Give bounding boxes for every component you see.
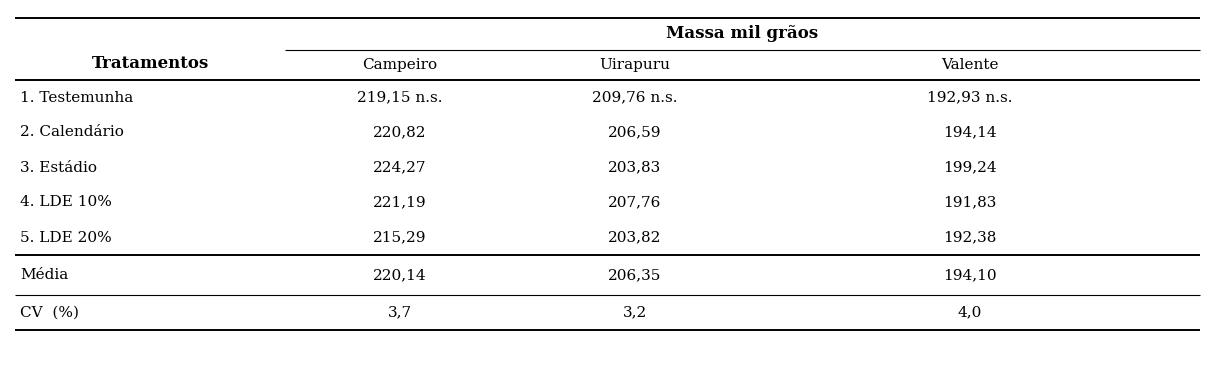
Text: 224,27: 224,27 [373, 161, 427, 174]
Text: Tratamentos: Tratamentos [91, 55, 209, 72]
Text: CV  (%): CV (%) [19, 306, 79, 319]
Text: 4,0: 4,0 [958, 306, 983, 319]
Text: 2. Calendário: 2. Calendário [19, 126, 124, 139]
Text: 220,14: 220,14 [373, 268, 427, 282]
Text: 5. LDE 20%: 5. LDE 20% [19, 231, 112, 245]
Text: 203,83: 203,83 [608, 161, 662, 174]
Text: 192,38: 192,38 [944, 231, 997, 245]
Text: 220,82: 220,82 [373, 126, 427, 139]
Text: 215,29: 215,29 [373, 231, 427, 245]
Text: Média: Média [19, 268, 68, 282]
Text: 221,19: 221,19 [373, 196, 427, 210]
Text: Campeiro: Campeiro [362, 58, 438, 72]
Text: 192,93 n.s.: 192,93 n.s. [928, 91, 1013, 104]
Text: 203,82: 203,82 [608, 231, 662, 245]
Text: Valente: Valente [941, 58, 998, 72]
Text: 4. LDE 10%: 4. LDE 10% [19, 196, 112, 210]
Text: 219,15 n.s.: 219,15 n.s. [358, 91, 443, 104]
Text: 194,10: 194,10 [944, 268, 997, 282]
Text: 3,7: 3,7 [388, 306, 412, 319]
Text: 206,35: 206,35 [608, 268, 662, 282]
Text: 191,83: 191,83 [944, 196, 997, 210]
Text: 3. Estádio: 3. Estádio [19, 161, 97, 174]
Text: 199,24: 199,24 [944, 161, 997, 174]
Text: 3,2: 3,2 [623, 306, 647, 319]
Text: 206,59: 206,59 [608, 126, 662, 139]
Text: Uirapuru: Uirapuru [599, 58, 670, 72]
Text: 207,76: 207,76 [608, 196, 662, 210]
Text: 194,14: 194,14 [944, 126, 997, 139]
Text: Massa mil grãos: Massa mil grãos [666, 26, 818, 42]
Text: 209,76 n.s.: 209,76 n.s. [592, 91, 677, 104]
Text: 1. Testemunha: 1. Testemunha [19, 91, 134, 104]
